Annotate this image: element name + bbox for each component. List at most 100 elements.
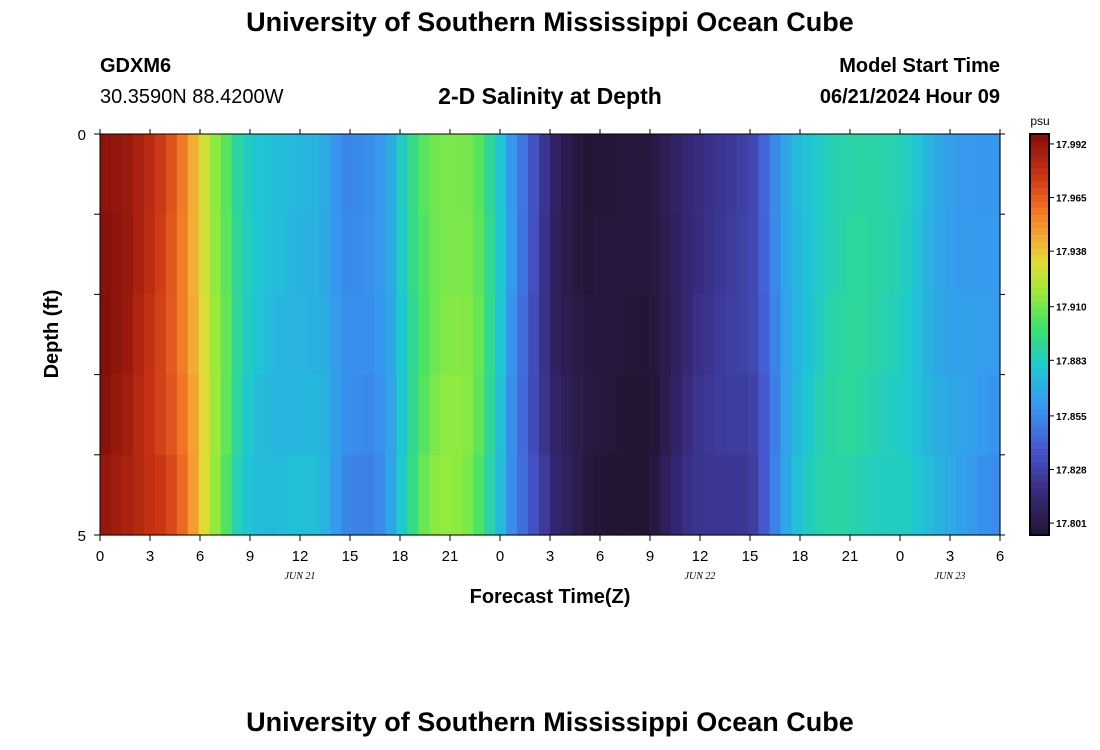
heatmap-cell bbox=[220, 374, 233, 456]
colorbar-segment bbox=[1030, 394, 1049, 402]
colorbar-segment bbox=[1030, 327, 1049, 336]
x-tick-label: 15 bbox=[742, 548, 759, 565]
heatmap-cell bbox=[363, 214, 375, 295]
heatmap-cell bbox=[582, 214, 595, 295]
heatmap-cell bbox=[560, 454, 573, 536]
heatmap-cell bbox=[176, 294, 189, 376]
heatmap-cell bbox=[670, 294, 683, 376]
heatmap-cell bbox=[517, 134, 529, 215]
heatmap-cell bbox=[648, 294, 661, 376]
chart-subtitle: 2-D Salinity at Depth bbox=[438, 83, 662, 109]
heatmap-cell bbox=[626, 214, 639, 295]
heatmap-cell bbox=[571, 214, 584, 295]
heatmap-cell bbox=[110, 294, 123, 376]
heatmap-cell bbox=[736, 294, 749, 376]
heatmap-cell bbox=[703, 294, 716, 376]
heatmap-cell bbox=[824, 294, 836, 376]
heatmap-cell bbox=[220, 214, 233, 295]
heatmap-cell bbox=[374, 374, 386, 456]
heatmap-cell bbox=[451, 454, 463, 536]
heatmap-cell bbox=[352, 214, 365, 295]
colorbar-segment bbox=[1030, 354, 1049, 362]
x-tick-label: 6 bbox=[196, 548, 204, 565]
heatmap-cell bbox=[165, 294, 178, 376]
colorbar: psu 17.992 17.965 17.938 17.910 17.883 17.855 1… bbox=[1029, 114, 1087, 536]
heatmap-cell bbox=[264, 134, 277, 215]
heatmap-cell bbox=[692, 134, 705, 215]
heatmap-cell bbox=[484, 214, 496, 295]
page-title: University of Southern Mississippi Ocean… bbox=[246, 7, 854, 37]
heatmap-cell bbox=[154, 214, 167, 295]
x-tick-label: 6 bbox=[596, 548, 604, 565]
heatmap-cell bbox=[593, 374, 606, 456]
heatmap-cell bbox=[429, 214, 441, 295]
heatmap-cell bbox=[100, 454, 112, 536]
heatmap-cell bbox=[451, 294, 463, 376]
heatmap-cell bbox=[308, 374, 321, 456]
heatmap-cell bbox=[593, 454, 606, 536]
heatmap-cell bbox=[945, 134, 957, 215]
heatmap-cell bbox=[637, 214, 650, 295]
heatmap-cell bbox=[154, 294, 167, 376]
heatmap-cell bbox=[846, 214, 858, 295]
heatmap-cell bbox=[385, 374, 397, 456]
y-axis: 05 bbox=[78, 127, 1005, 545]
heatmap-cell bbox=[495, 134, 507, 215]
heatmap-cell bbox=[319, 214, 332, 295]
heatmap-cell bbox=[143, 454, 156, 536]
colorbar-segment bbox=[1030, 287, 1049, 295]
colorbar-segment bbox=[1030, 341, 1049, 349]
x-tick-label: 6 bbox=[996, 548, 1004, 565]
y-axis-title: Depth (ft) bbox=[41, 290, 63, 379]
heatmap-cell bbox=[989, 134, 1001, 215]
heatmap-cell bbox=[857, 214, 869, 295]
heatmap-cell bbox=[934, 294, 946, 376]
heatmap-cell bbox=[495, 214, 507, 295]
heatmap-cell bbox=[791, 294, 804, 376]
heatmap-cell bbox=[473, 134, 485, 215]
heatmap-cell bbox=[385, 134, 397, 215]
colorbar-segment bbox=[1030, 147, 1049, 155]
colorbar-segment bbox=[1030, 301, 1049, 309]
heatmap-cell bbox=[451, 134, 463, 215]
x-tick-label: 9 bbox=[246, 548, 254, 565]
heatmap-cell bbox=[275, 454, 288, 536]
heatmap-cell bbox=[912, 214, 924, 295]
heatmap-cell bbox=[209, 374, 222, 456]
heatmap-cell bbox=[736, 214, 749, 295]
heatmap-cell bbox=[506, 134, 518, 215]
heatmap-cell bbox=[132, 134, 145, 215]
heatmap-cell bbox=[747, 454, 760, 536]
heatmap-cell bbox=[890, 294, 902, 376]
station-id: GDXM6 bbox=[100, 55, 172, 77]
heatmap-cell bbox=[725, 214, 738, 295]
heatmap-cell bbox=[989, 454, 1001, 536]
heatmap-cell bbox=[681, 454, 694, 536]
colorbar-segment bbox=[1030, 247, 1049, 255]
heatmap-cell bbox=[571, 454, 584, 536]
heatmap-cell bbox=[429, 134, 441, 215]
heatmap-cell bbox=[176, 134, 189, 215]
x-tick-label: 9 bbox=[646, 548, 654, 565]
heatmap-cells bbox=[100, 134, 1001, 536]
heatmap-cell bbox=[121, 374, 134, 456]
heatmap-cell bbox=[846, 134, 858, 215]
colorbar-segment bbox=[1030, 347, 1049, 356]
heatmap-cell bbox=[714, 454, 727, 536]
heatmap-cell bbox=[604, 214, 617, 295]
heatmap-cell bbox=[934, 374, 946, 456]
heatmap-cell bbox=[582, 374, 595, 456]
heatmap-cell bbox=[308, 294, 321, 376]
heatmap-cell bbox=[209, 454, 222, 536]
heatmap-cell bbox=[209, 214, 222, 295]
heatmap-cell bbox=[100, 374, 112, 456]
heatmap-cell bbox=[604, 454, 617, 536]
heatmap-cell bbox=[989, 374, 1001, 456]
heatmap-cell bbox=[231, 294, 244, 376]
colorbar-segment bbox=[1030, 408, 1049, 416]
heatmap-cell bbox=[890, 134, 902, 215]
heatmap-cell bbox=[407, 214, 419, 295]
heatmap-cell bbox=[648, 214, 661, 295]
x-tick-label: 0 bbox=[496, 548, 504, 565]
heatmap-cell bbox=[154, 454, 167, 536]
